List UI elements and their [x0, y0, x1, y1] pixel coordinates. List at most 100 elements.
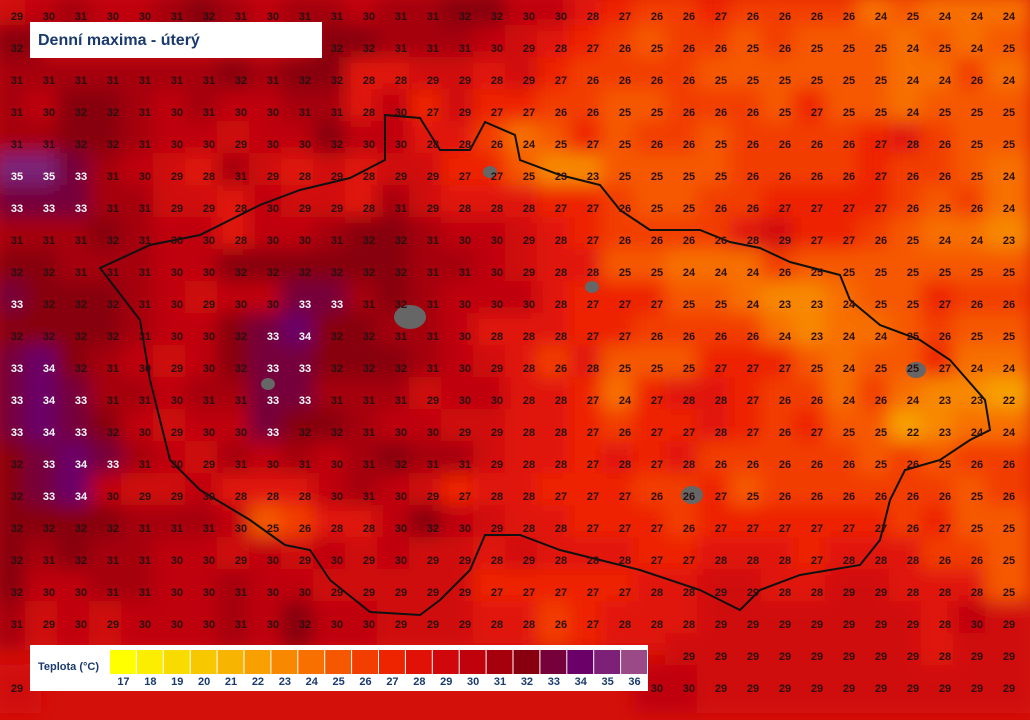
temperature-value: 28	[491, 331, 503, 343]
temperature-value: 31	[395, 203, 407, 215]
temperature-value: 29	[427, 171, 439, 183]
temperature-value: 31	[11, 139, 23, 151]
temperature-value: 30	[235, 299, 247, 311]
temperature-value: 30	[203, 267, 215, 279]
temperature-value: 27	[939, 363, 951, 375]
temperature-value: 30	[75, 619, 87, 631]
temperature-value: 31	[171, 75, 183, 87]
legend-swatch	[540, 650, 567, 674]
temperature-value: 29	[971, 683, 983, 695]
temperature-value: 24	[843, 363, 856, 375]
temperature-value: 24	[1003, 203, 1016, 215]
temperature-value: 25	[619, 139, 631, 151]
legend-label: 18	[144, 676, 156, 688]
temperature-value: 25	[907, 363, 919, 375]
temperature-value: 30	[299, 235, 311, 247]
temperature-value: 23	[939, 427, 951, 439]
temperature-value: 34	[75, 459, 88, 471]
temperature-value: 26	[843, 11, 855, 23]
city	[261, 378, 275, 390]
temperature-value: 27	[843, 523, 855, 535]
temperature-value: 29	[491, 523, 503, 535]
temperature-value: 30	[203, 491, 215, 503]
temperature-value: 30	[267, 235, 279, 247]
temperature-value: 31	[235, 619, 247, 631]
temperature-value: 29	[843, 651, 855, 663]
temperature-value: 32	[363, 235, 375, 247]
temperature-value: 26	[683, 139, 695, 151]
temperature-value: 25	[523, 171, 535, 183]
temperature-value: 30	[363, 139, 375, 151]
temperature-value: 27	[939, 299, 951, 311]
temperature-value: 33	[43, 203, 55, 215]
temperature-value: 35	[11, 171, 23, 183]
temperature-value: 28	[555, 523, 567, 535]
temperature-value: 31	[427, 299, 439, 311]
legend-label: 17	[117, 676, 129, 688]
temperature-value: 28	[523, 203, 535, 215]
temperature-value: 28	[491, 75, 503, 87]
temperature-value: 29	[427, 619, 439, 631]
temperature-value: 28	[651, 587, 663, 599]
temperature-value: 26	[843, 139, 855, 151]
temperature-value: 26	[939, 555, 951, 567]
temperature-value: 25	[971, 139, 983, 151]
temperature-value: 31	[43, 555, 55, 567]
temperature-value: 32	[107, 523, 119, 535]
temperature-value: 26	[651, 331, 663, 343]
temperature-value: 28	[555, 331, 567, 343]
temperature-value: 25	[907, 11, 919, 23]
temperature-value: 26	[491, 139, 503, 151]
temperature-value: 25	[875, 427, 887, 439]
temperature-value: 24	[843, 299, 856, 311]
temperature-value: 26	[907, 523, 919, 535]
temperature-value: 33	[267, 427, 279, 439]
temperature-value: 26	[811, 491, 823, 503]
temperature-value: 26	[651, 139, 663, 151]
temperature-value: 30	[331, 555, 343, 567]
temperature-value: 31	[235, 171, 247, 183]
temperature-value: 28	[299, 171, 311, 183]
temperature-value: 31	[75, 11, 87, 23]
temperature-value: 26	[1003, 491, 1015, 503]
temperature-value: 31	[395, 43, 407, 55]
temperature-value: 28	[491, 555, 503, 567]
temperature-value: 28	[683, 459, 695, 471]
temperature-value: 30	[299, 139, 311, 151]
temperature-value: 32	[75, 363, 87, 375]
legend-swatch	[163, 650, 190, 674]
temperature-value: 30	[235, 107, 247, 119]
temperature-value: 32	[299, 267, 311, 279]
temperature-value: 28	[235, 203, 247, 215]
temperature-value: 31	[11, 107, 23, 119]
temperature-value: 29	[875, 651, 887, 663]
temperature-value: 32	[107, 139, 119, 151]
temperature-value: 26	[939, 331, 951, 343]
temperature-value: 25	[1003, 107, 1015, 119]
temperature-value: 28	[587, 363, 599, 375]
title: Denní maxima - úterý	[38, 32, 200, 49]
temperature-value: 24	[843, 331, 856, 343]
temperature-value: 32	[331, 75, 343, 87]
temperature-value: 27	[587, 619, 599, 631]
temperature-value: 33	[11, 395, 23, 407]
temperature-value: 30	[171, 331, 183, 343]
temperature-value: 26	[779, 459, 791, 471]
temperature-value: 29	[875, 683, 887, 695]
temperature-value: 25	[1003, 139, 1015, 151]
temperature-value: 29	[203, 299, 215, 311]
temperature-value: 29	[683, 651, 695, 663]
temperature-value: 22	[907, 427, 919, 439]
temperature-value: 27	[459, 491, 471, 503]
temperature-value: 30	[203, 587, 215, 599]
temperature-value: 31	[107, 587, 119, 599]
cities	[261, 166, 926, 504]
temperature-value: 31	[459, 459, 471, 471]
temperature-value: 31	[139, 459, 151, 471]
legend-swatch	[352, 650, 378, 674]
temperature-value: 29	[715, 587, 727, 599]
temperature-value: 26	[843, 491, 855, 503]
temperature-value: 31	[107, 395, 119, 407]
temperature-value: 31	[139, 139, 151, 151]
temperature-value: 30	[651, 683, 663, 695]
